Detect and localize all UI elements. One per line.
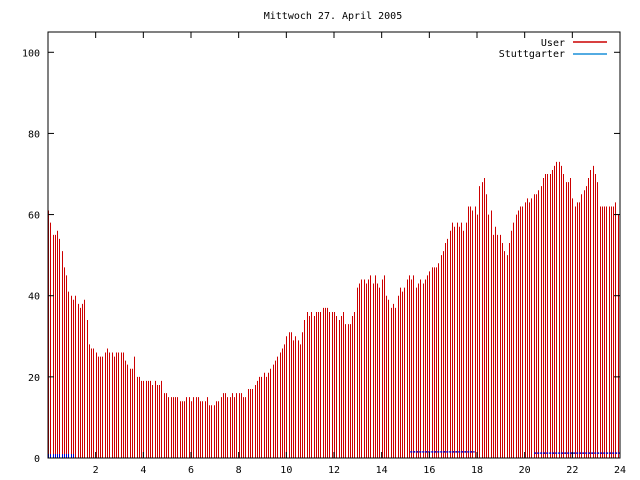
x-tick-label: 24 [614, 465, 626, 476]
y-tick-label: 0 [34, 454, 40, 465]
x-tick-label: 4 [140, 465, 146, 476]
y-axis: 0 20 40 60 80 100 [22, 48, 620, 465]
y-tick-label: 60 [28, 211, 40, 222]
legend-label-stuttgarter: Stuttgarter [499, 49, 565, 60]
x-tick-label: 8 [236, 465, 242, 476]
x-tick-label: 10 [280, 465, 292, 476]
bars-layer [48, 161, 619, 458]
y-tick-label: 100 [22, 48, 40, 59]
x-tick-label: 2 [93, 465, 99, 476]
legend-label-user: User [541, 38, 565, 49]
x-tick-label: 18 [471, 465, 483, 476]
y-tick-label: 40 [28, 292, 40, 303]
chart-title: Mittwoch 27. April 2005 [264, 11, 402, 22]
legend: User Stuttgarter [499, 38, 607, 60]
x-tick-label: 12 [328, 465, 340, 476]
stuttgarter-layer [48, 451, 620, 458]
x-tick-label: 22 [566, 465, 578, 476]
x-tick-label: 20 [519, 465, 531, 476]
y-tick-label: 80 [28, 129, 40, 140]
x-tick-label: 6 [188, 465, 194, 476]
x-axis: 2 4 6 8 10 12 14 16 18 20 22 24 [93, 32, 626, 476]
y-tick-label: 20 [28, 373, 40, 384]
x-tick-label: 16 [423, 465, 435, 476]
x-tick-label: 14 [376, 465, 388, 476]
